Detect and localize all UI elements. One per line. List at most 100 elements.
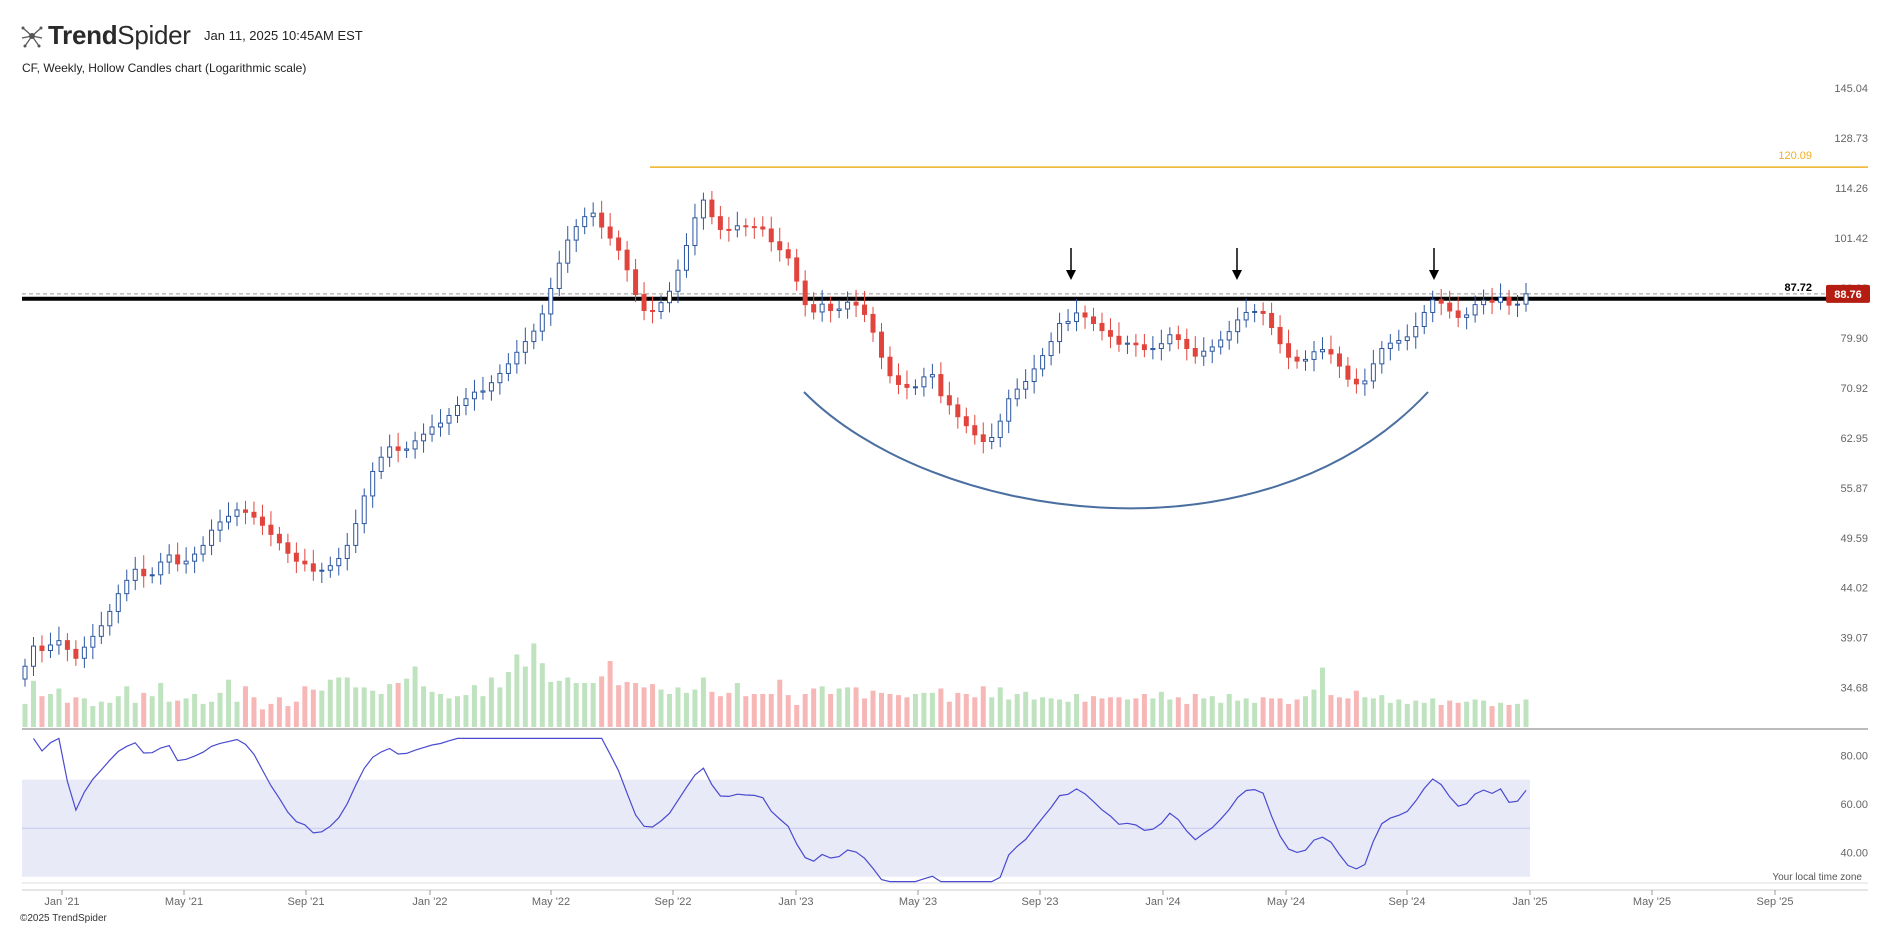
volume-bar [1124,699,1130,727]
candle-body [912,386,918,389]
volume-bar [929,692,935,727]
volume-bar [1269,698,1275,727]
candle-body [938,374,944,397]
candle-body [1523,293,1529,305]
volume-bar [582,683,588,727]
candle-body [429,426,435,435]
volume-bar [30,680,36,727]
time-tick-label: May '25 [1633,896,1671,908]
time-tick-label: May '22 [532,896,570,908]
volume-bar [158,683,164,727]
candle-body [471,391,477,400]
rsi-tick-label: 60.00 [1840,799,1868,811]
volume-bar [421,686,427,727]
volume-bar [862,698,868,727]
volume-bar [1048,698,1054,727]
candle-body [242,509,248,513]
trendspider-logo: TrendSpider [20,20,191,51]
volume-bar [751,694,757,727]
volume-bar [887,694,893,727]
candle-body [378,456,384,472]
candle-body [666,290,672,304]
price-tick-label: 145.04 [1834,83,1868,95]
price-tick-label: 70.92 [1840,383,1868,395]
volume-bar [1201,698,1207,727]
volume-bar [319,690,325,727]
candle-body [1472,304,1478,316]
candle-body [1082,312,1088,318]
volume-bar [760,694,766,727]
volume-bar [785,695,791,727]
volume-bar [124,686,130,727]
resistance-label: 120.09 [1778,150,1812,162]
candle-body [395,446,401,451]
candle-body [1396,340,1402,344]
candle-body [1065,320,1071,324]
support-label: 87.72 [1784,282,1812,294]
volume-bar [1523,699,1529,727]
candle-body [183,560,189,565]
volume-bar [616,685,622,727]
candle-body [972,425,978,436]
volume-bar [395,683,401,727]
volume-bar [700,677,706,727]
rsi-panel: 80.00 60.00 40.00 [22,737,1868,883]
volume-bar [1396,699,1402,727]
candle-body [845,301,851,310]
volume-bar [828,694,834,727]
volume-bar [1345,698,1351,727]
time-tick-label: Sep '25 [1757,896,1794,908]
rsi-tick-label: 80.00 [1840,750,1868,762]
volume-bar [641,687,647,727]
candle-body [1370,363,1376,382]
time-tick-label: Sep '21 [288,896,325,908]
volume-bar [658,689,664,727]
last-price-label: 88.76 [1834,289,1862,301]
volume-bar [1311,689,1317,727]
volume-bar [1150,698,1156,727]
price-tick-label: 114.26 [1835,183,1868,195]
volume-bar [1319,667,1325,727]
volume-bar [845,687,851,727]
volume-bar [1141,694,1147,727]
candle-body [454,404,460,416]
candle-body [1023,381,1029,390]
volume-bar [293,701,299,727]
candle-body [870,313,876,333]
price-tick-label: 34.68 [1840,683,1868,695]
brand-thin: Spider [117,20,191,50]
candle-body [81,646,87,659]
volume-bar [268,703,274,727]
price-tick-label: 62.95 [1840,433,1868,445]
volume-bar [310,689,316,727]
volume-bar [768,694,774,727]
time-tick-label: May '21 [165,896,203,908]
candle-body [251,511,257,518]
volume-bar [734,683,740,727]
candle-body [1447,302,1453,312]
last-price-tag [1826,284,1870,303]
candle-body [692,217,698,247]
timezone-note: Your local time zone [1772,872,1862,883]
candle-body [1489,299,1495,303]
candle-body [463,398,469,406]
cup-curve [803,391,1429,510]
candle-body [607,226,613,239]
volume-bar [650,684,656,727]
volume-bar [217,692,223,727]
candle-body [166,554,172,563]
candle-body [64,640,70,650]
volume-bar [47,694,53,727]
candle-body [1362,380,1368,385]
candle-body [1252,310,1258,313]
candle-body [1387,342,1393,350]
volume-bar [675,687,681,727]
volume-bar [454,696,460,727]
volume-bar [285,706,291,727]
candle-body [1209,346,1215,352]
candle-body [709,199,715,218]
copyright: ©2025 TrendSpider [20,913,107,924]
volume-bar [1040,697,1046,727]
candle-body [734,225,740,231]
